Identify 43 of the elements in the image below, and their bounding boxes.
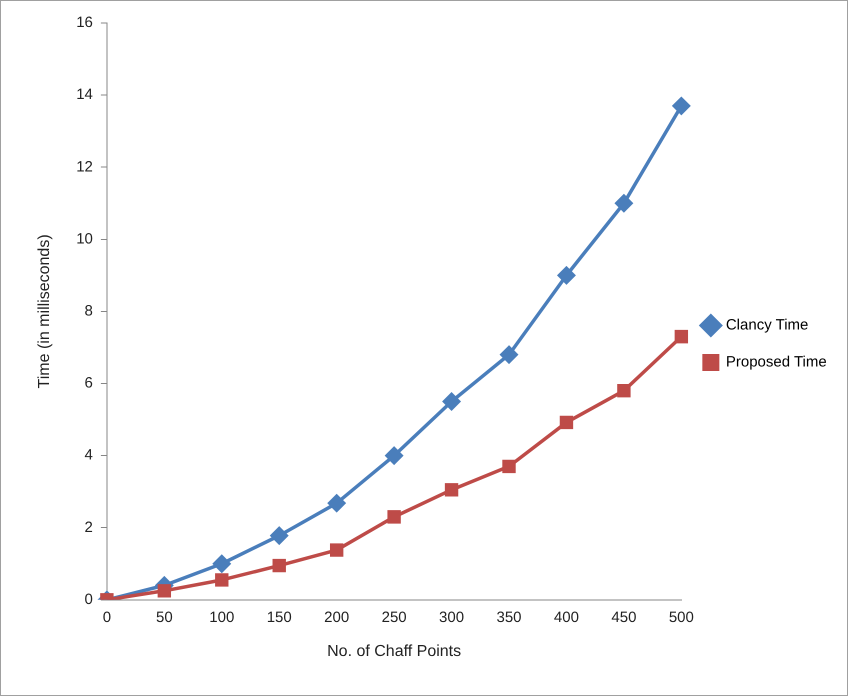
y-tick-label: 12 [76,158,93,176]
point [387,510,401,524]
point [500,346,518,364]
y-tick-label: 10 [76,230,93,248]
point [215,573,228,587]
point [158,584,172,598]
y-tick-label: 16 [76,14,93,32]
x-tick-label: 100 [209,608,234,626]
point [558,266,576,284]
y-tick-label: 4 [84,446,93,464]
y-tick-label: 8 [84,302,93,320]
y-tick-label: 0 [84,590,93,608]
legend-label: Proposed Time [726,354,827,371]
point [502,460,516,474]
x-tick-label: 300 [439,608,464,626]
x-tick-label: 250 [382,608,407,626]
point [272,558,286,572]
x-tick-label: 500 [668,608,694,626]
x-tick-label: 450 [611,608,636,626]
x-tick-label: 150 [266,608,292,626]
point [330,543,344,557]
x-tick-label: 400 [554,608,579,626]
point [385,446,403,464]
x-axis-title: No. of Chaff Points [327,642,462,660]
point [444,483,458,497]
point [674,330,688,344]
y-tick-label: 14 [76,86,93,104]
x-tick-label: 350 [496,608,522,626]
y-tick-label: 2 [84,518,93,536]
legend-label: Clancy Time [726,316,808,334]
point [328,494,346,512]
point [617,384,631,398]
point [213,555,231,572]
point [270,526,288,544]
point [442,392,460,410]
x-tick-label: 0 [102,608,112,626]
point [672,97,690,115]
x-tick-label: 200 [324,608,350,626]
x-tick-label: 50 [156,608,173,626]
y-axis-title: Time (in milliseconds) [36,234,54,388]
point [615,194,633,212]
point [560,416,574,430]
y-tick-label: 6 [84,374,93,392]
